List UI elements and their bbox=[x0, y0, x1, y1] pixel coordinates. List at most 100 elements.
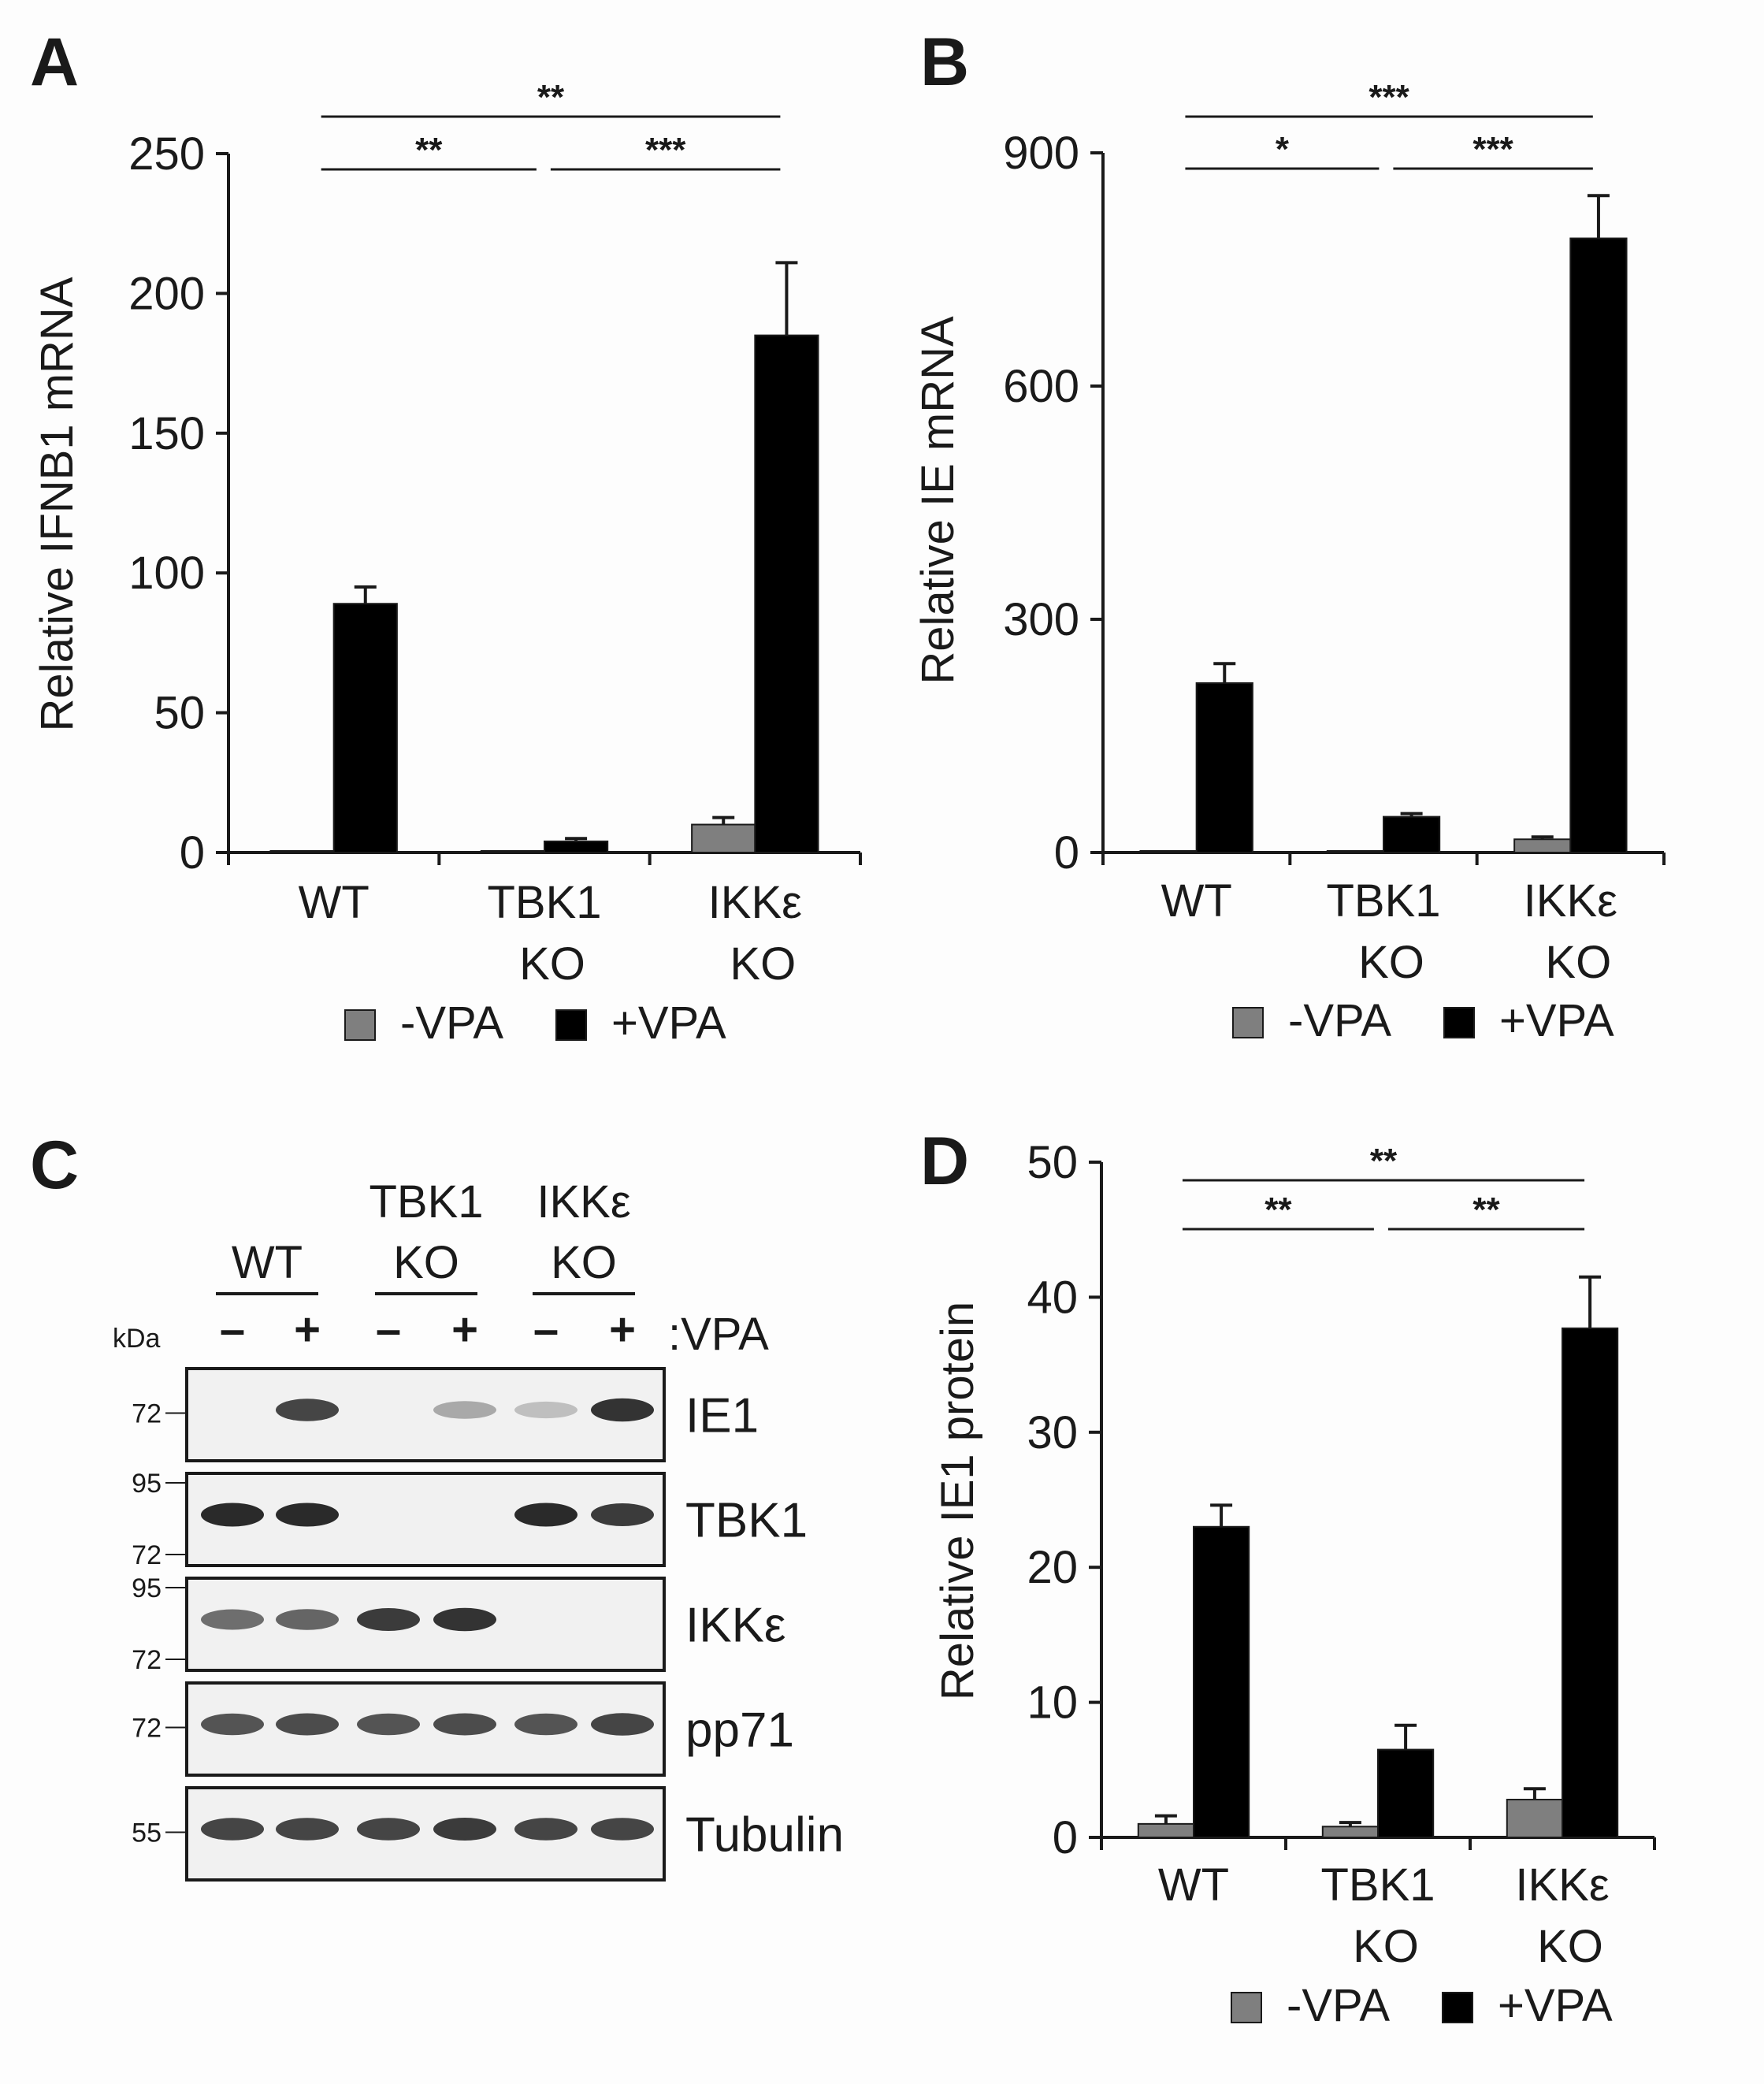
blot-membrane bbox=[185, 1577, 666, 1672]
b-y-tick-label: 600 bbox=[1003, 361, 1079, 412]
panel-letter-d: D bbox=[920, 1124, 969, 1199]
b-category-label: KO bbox=[1358, 937, 1424, 988]
blot-band bbox=[514, 1818, 577, 1841]
a-y-tick-label: 100 bbox=[128, 548, 205, 599]
panel-letter-a: A bbox=[30, 24, 79, 100]
blot-group-label: TBK1 bbox=[369, 1176, 483, 1228]
blot-band bbox=[433, 1713, 496, 1736]
b-bar bbox=[1383, 815, 1441, 853]
d-y-tick-label: 30 bbox=[1027, 1407, 1078, 1458]
b-bar bbox=[1513, 838, 1572, 854]
blot-band bbox=[201, 1609, 264, 1630]
b-significance-label: * bbox=[1276, 130, 1290, 169]
d-bar bbox=[1193, 1525, 1250, 1839]
panel-letter-c: C bbox=[30, 1127, 79, 1203]
blot-lane-sign: + bbox=[451, 1304, 478, 1355]
blot-marker-label: 72 bbox=[132, 1645, 162, 1675]
blot-band bbox=[591, 1713, 654, 1736]
b-bar bbox=[1139, 850, 1198, 853]
b-category-label: IKKε bbox=[1524, 875, 1617, 927]
blot-marker-label: 95 bbox=[132, 1573, 162, 1603]
blot-lane-sign: – bbox=[533, 1304, 559, 1355]
b-legend-label-plus: +VPA bbox=[1499, 995, 1614, 1046]
d-y-tick-label: 50 bbox=[1027, 1137, 1078, 1188]
b-significance-label: *** bbox=[1472, 130, 1513, 169]
d-y-tick-label: 10 bbox=[1027, 1677, 1078, 1729]
a-bar bbox=[544, 840, 609, 853]
blot-membrane bbox=[185, 1681, 666, 1777]
d-y-axis-label: Relative IE1 protein bbox=[932, 1302, 983, 1700]
a-bar bbox=[754, 334, 819, 853]
blot-band bbox=[201, 1713, 264, 1736]
a-significance-label: ** bbox=[415, 131, 443, 169]
d-bar bbox=[1506, 1799, 1564, 1839]
a-legend-swatch-minus bbox=[344, 1009, 376, 1041]
chart-ie-mrna: 0 300 600 900 Relative IE mRNA WT TBK1 KO IKKε KO… bbox=[912, 78, 1666, 1046]
a-category-label: KO bbox=[730, 938, 796, 990]
panel-letter-b: B bbox=[920, 24, 969, 100]
blot-band bbox=[433, 1818, 496, 1841]
blot-band bbox=[591, 1503, 654, 1526]
blot-band bbox=[276, 1399, 339, 1421]
d-significance-label: ** bbox=[1472, 1191, 1500, 1229]
a-category-label: IKKε bbox=[708, 877, 802, 928]
a-bar bbox=[269, 850, 335, 853]
blot-band bbox=[433, 1607, 496, 1632]
a-y-tick-label: 250 bbox=[128, 128, 205, 180]
blot-band bbox=[514, 1503, 577, 1527]
a-bar bbox=[332, 603, 398, 854]
blot-membrane bbox=[185, 1472, 666, 1567]
blot-row-label: TBK1 bbox=[685, 1494, 808, 1548]
d-significance-label: ** bbox=[1370, 1142, 1398, 1180]
blot-lane-sign: – bbox=[220, 1304, 245, 1355]
blot-lane-sign: – bbox=[376, 1304, 401, 1355]
blot-band bbox=[591, 1818, 654, 1841]
blot-group-label: KO bbox=[393, 1237, 459, 1288]
a-y-axis-label: Relative IFNB1 mRNA bbox=[32, 277, 83, 731]
blot-band bbox=[514, 1401, 577, 1419]
a-legend-label-minus: -VPA bbox=[400, 997, 503, 1049]
b-bar bbox=[1326, 850, 1385, 853]
blot-band bbox=[276, 1818, 339, 1841]
blot-lane-sign: + bbox=[609, 1304, 636, 1355]
d-bar bbox=[1377, 1748, 1435, 1839]
blot-band bbox=[201, 1503, 264, 1527]
blot-band bbox=[201, 1818, 264, 1841]
b-significance-label: *** bbox=[1368, 78, 1409, 117]
a-y-tick-label: 0 bbox=[180, 827, 205, 879]
a-legend-swatch-plus bbox=[555, 1009, 587, 1041]
chart-ie1-protein: 0 10 20 30 40 50 Relative IE1 protein WT TBK1 KO I… bbox=[932, 1137, 1656, 2031]
b-category-label: KO bbox=[1545, 937, 1611, 988]
a-category-label: KO bbox=[519, 938, 585, 990]
a-y-tick-label: 50 bbox=[154, 688, 205, 739]
a-bar bbox=[691, 823, 756, 854]
blot-band bbox=[514, 1713, 577, 1736]
d-category-label: KO bbox=[1353, 1921, 1419, 1972]
b-y-tick-label: 900 bbox=[1003, 128, 1079, 179]
a-bar bbox=[480, 850, 545, 853]
d-y-tick-label: 0 bbox=[1053, 1812, 1078, 1863]
d-y-tick-label: 40 bbox=[1027, 1272, 1078, 1323]
blot-vpa-label: :VPA bbox=[668, 1309, 769, 1360]
b-legend-swatch-minus bbox=[1232, 1007, 1264, 1038]
blot-row-label: pp71 bbox=[685, 1703, 794, 1758]
b-y-axis-label: Relative IE mRNA bbox=[912, 316, 964, 685]
d-category-label: KO bbox=[1537, 1921, 1603, 1972]
blot-band bbox=[357, 1608, 420, 1631]
blot-band bbox=[357, 1713, 420, 1736]
a-y-tick-label: 200 bbox=[128, 268, 205, 319]
b-bar bbox=[1569, 237, 1628, 853]
b-category-label: TBK1 bbox=[1326, 875, 1440, 927]
blot-marker-label: 95 bbox=[132, 1469, 162, 1499]
d-y-tick-label: 20 bbox=[1027, 1542, 1078, 1593]
d-bar bbox=[1321, 1826, 1380, 1839]
a-significance-label: ** bbox=[537, 78, 565, 117]
d-bar bbox=[1137, 1822, 1195, 1839]
blot-row-label: IKKε bbox=[685, 1599, 786, 1653]
blot-band bbox=[276, 1609, 339, 1630]
blot-band bbox=[591, 1398, 654, 1422]
blot-row-label: IE1 bbox=[685, 1389, 759, 1443]
d-legend-label-minus: -VPA bbox=[1287, 1980, 1390, 2031]
blot-marker-label: 72 bbox=[132, 1399, 162, 1429]
